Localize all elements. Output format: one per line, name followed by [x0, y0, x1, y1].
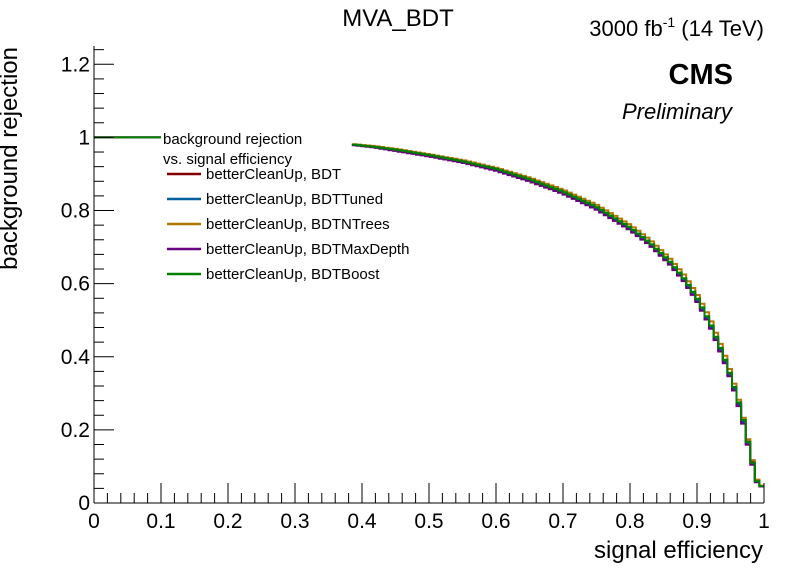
y-tick-label: 0.6 [61, 273, 90, 296]
y-tick-label: 0.2 [61, 419, 90, 442]
legend-label: betterCleanUp, BDTNTrees [206, 216, 390, 233]
legend: background rejection vs. signal efficien… [163, 131, 409, 283]
x-tick-label: 0.7 [548, 510, 577, 533]
legend-label: betterCleanUp, BDTTuned [206, 191, 383, 208]
legend-label: betterCleanUp, BDTBoost [206, 266, 380, 283]
lumi-prefix: 3000 fb [589, 16, 662, 41]
y-tick-label: 0.4 [61, 346, 91, 369]
x-axis-label: signal efficiency [594, 537, 763, 564]
luminosity-label: 3000 fb-1 (14 TeV) [589, 14, 764, 41]
legend-label: betterCleanUp, BDT [206, 166, 341, 183]
x-tick-label: 0 [88, 510, 100, 533]
x-tick-label: 0.6 [481, 510, 510, 533]
x-tick-label: 0.3 [280, 510, 309, 533]
legend-label: betterCleanUp, BDTMaxDepth [206, 241, 409, 258]
legend-header-line1: background rejection [163, 131, 302, 148]
y-tick-label: 0.8 [61, 200, 90, 223]
legend-header-line2: vs. signal efficiency [163, 151, 292, 168]
legend-entries: betterCleanUp, BDT betterCleanUp, BDTTune… [167, 166, 409, 283]
lumi-suffix: (14 TeV) [675, 16, 764, 41]
y-axis-label: background rejection [0, 47, 23, 270]
x-tick-label: 0.4 [347, 510, 377, 533]
axes: 0 0.1 0.2 0.3 0.4 0.5 0.6 0.7 0.8 0.9 1 0 0.2 0.4 0.6 0… [61, 46, 770, 533]
y-tick-label: 1 [78, 126, 90, 149]
x-tick-label: 0.2 [213, 510, 242, 533]
lumi-exponent: -1 [663, 14, 676, 30]
cms-sublabel: Preliminary [622, 99, 734, 124]
y-tick-label: 0 [78, 492, 90, 515]
x-tick-label: 0.9 [682, 510, 711, 533]
x-tick-label: 0.5 [414, 510, 443, 533]
chart-title: MVA_BDT [342, 5, 454, 32]
y-tick-label: 1.2 [61, 53, 90, 76]
x-tick-label: 1 [758, 510, 770, 533]
plot-area: 0 0.1 0.2 0.3 0.4 0.5 0.6 0.7 0.8 0.9 1 0 0.2 0.4 0.6 0… [61, 46, 770, 533]
x-tick-label: 0.1 [146, 510, 175, 533]
cms-label: CMS [669, 59, 733, 91]
x-tick-label: 0.8 [615, 510, 644, 533]
